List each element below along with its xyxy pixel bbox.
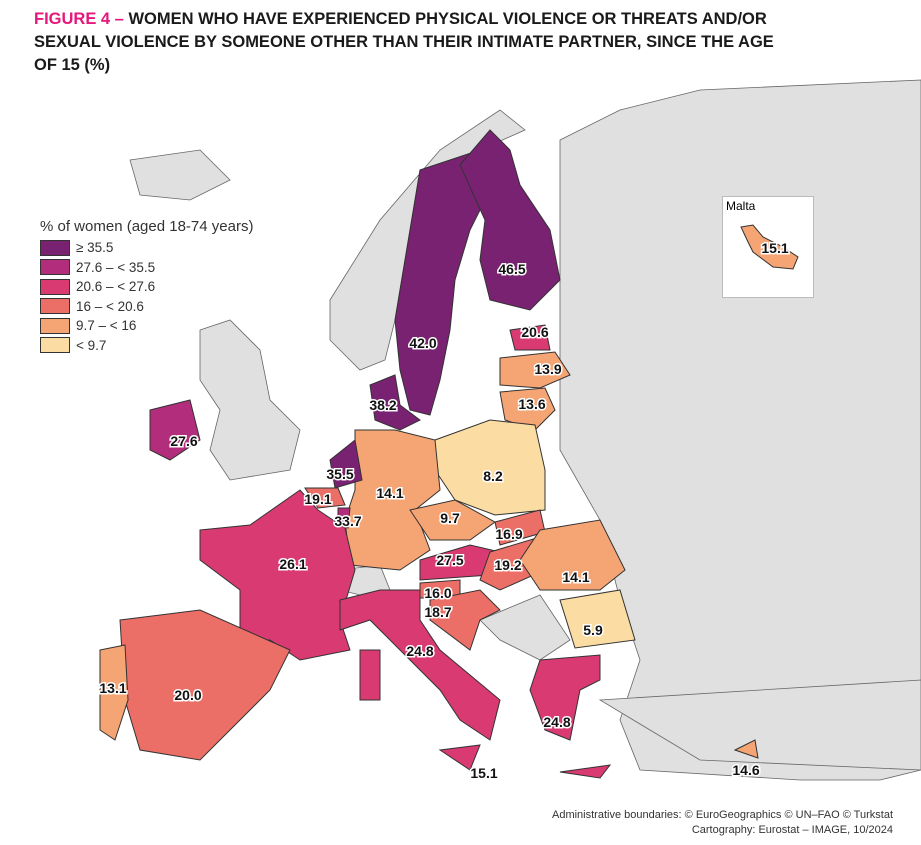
- inset-title: Malta: [726, 199, 756, 213]
- value-label-ES: 20.0: [174, 687, 201, 703]
- country-MT: [740, 224, 799, 270]
- legend-item: 20.6 – < 27.6: [40, 277, 253, 297]
- country-SIC: [438, 744, 481, 771]
- legend-label: ≥ 35.5: [76, 240, 114, 256]
- value-label-RO: 14.1: [562, 569, 589, 585]
- country-BG: [559, 589, 636, 649]
- legend-swatch: [40, 337, 70, 354]
- country-EE: [509, 324, 551, 351]
- value-label-HU: 19.2: [494, 557, 521, 573]
- non-eu-land: [129, 79, 921, 781]
- country-PL: [434, 419, 546, 516]
- value-label-PL: 8.2: [483, 468, 503, 484]
- value-label-LV: 13.9: [534, 361, 561, 377]
- country-CZ: [409, 499, 496, 541]
- value-label-SI: 16.0: [424, 585, 451, 601]
- country-SAR: [359, 649, 381, 701]
- value-label-AT: 27.5: [436, 552, 463, 568]
- value-label-SK: 16.9: [495, 526, 522, 542]
- value-label-FR: 26.1: [279, 556, 306, 572]
- legend-item: ≥ 35.5: [40, 238, 253, 258]
- figure-title-text: WOMEN WHO HAVE EXPERIENCED PHYSICAL VIOL…: [34, 10, 774, 74]
- country-HR: [429, 589, 501, 651]
- value-label-MT: 15.1: [470, 765, 497, 781]
- legend-item: 9.7 – < 16: [40, 316, 253, 336]
- value-label-NL: 35.5: [326, 466, 353, 482]
- malta-inset: Malta 15.1: [722, 196, 814, 298]
- value-label-DE: 14.1: [376, 485, 403, 501]
- legend-label: < 9.7: [76, 337, 107, 353]
- legend-swatch: [40, 239, 70, 256]
- figure-title: FIGURE 4 – WOMEN WHO HAVE EXPERIENCED PH…: [34, 8, 794, 77]
- value-label-LU: 33.7: [334, 513, 361, 529]
- country-CY: [733, 739, 759, 759]
- value-label-IE: 27.6: [170, 433, 197, 449]
- legend-label: 27.6 – < 35.5: [76, 259, 156, 275]
- country-FI: [459, 129, 561, 311]
- legend-swatch: [40, 317, 70, 334]
- country-PT: [99, 644, 129, 741]
- legend-label: 16 – < 20.6: [76, 298, 144, 314]
- country-LV: [499, 351, 571, 389]
- value-label-BG: 5.9: [583, 622, 603, 638]
- value-label-SE: 42.0: [409, 335, 436, 351]
- country-DK: [369, 374, 421, 431]
- value-label-LT: 13.6: [518, 396, 545, 412]
- country-IT: [339, 589, 501, 741]
- legend-label: 20.6 – < 27.6: [76, 279, 156, 295]
- legend-label: 9.7 – < 16: [76, 318, 137, 334]
- value-label-IT: 24.8: [406, 643, 433, 659]
- value-label-MT: 15.1: [761, 240, 788, 256]
- legend-item: < 9.7: [40, 336, 253, 356]
- value-label-HR: 18.7: [424, 604, 451, 620]
- country-LU: [337, 507, 351, 529]
- country-IE: [149, 399, 201, 461]
- value-label-PT: 13.1: [99, 680, 126, 696]
- legend-item: 27.6 – < 35.5: [40, 258, 253, 278]
- value-label-CZ: 9.7: [440, 510, 460, 526]
- country-RO: [519, 519, 626, 591]
- country-LT: [499, 387, 556, 431]
- country-CRE: [559, 764, 612, 779]
- value-label-DK: 38.2: [369, 397, 396, 413]
- value-label-EE: 20.6: [521, 324, 548, 340]
- country-NL: [329, 439, 363, 489]
- credit-boundaries: Administrative boundaries: © EuroGeograp…: [551, 809, 893, 821]
- value-label-BE: 19.1: [304, 491, 331, 507]
- figure-number: FIGURE 4 –: [34, 10, 124, 28]
- legend-item: 16 – < 20.6: [40, 297, 253, 317]
- credits: Administrative boundaries: © EuroGeograp…: [552, 808, 893, 838]
- credit-cartography: Cartography: Eurostat – IMAGE, 10/2024: [691, 824, 893, 836]
- country-FR: [199, 489, 356, 661]
- legend-title: % of women (aged 18-74 years): [40, 218, 254, 235]
- country-ES: [119, 609, 291, 761]
- value-label-CY: 14.6: [732, 762, 759, 778]
- legend-swatch: [40, 278, 70, 295]
- country-BE: [304, 487, 346, 509]
- legend-swatch: [40, 298, 70, 315]
- value-label-GR: 24.8: [543, 714, 570, 730]
- legend-swatch: [40, 259, 70, 276]
- country-GR: [529, 654, 601, 741]
- legend: % of women (aged 18-74 years) ≥ 35.5 27.6…: [40, 218, 253, 355]
- value-label-FI: 46.5: [498, 261, 525, 277]
